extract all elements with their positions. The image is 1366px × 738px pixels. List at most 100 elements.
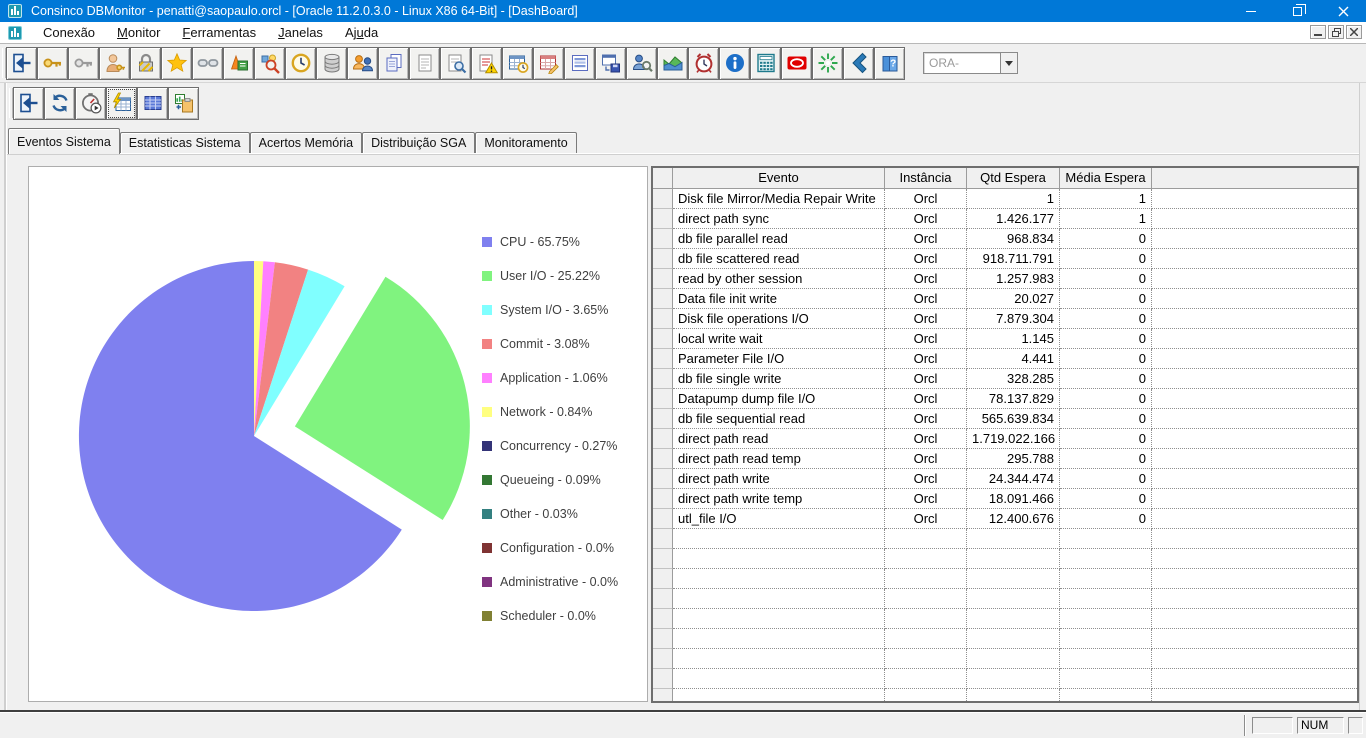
cell-media-espera[interactable]: 0 — [1060, 309, 1152, 329]
toolbar-button-user-credentials[interactable] — [99, 46, 130, 80]
toolbar-button-document-search[interactable] — [440, 46, 471, 80]
cell-media-espera[interactable]: 0 — [1060, 409, 1152, 429]
table-row[interactable]: Disk file operations I/O Orcl 7.879.304 0 — [653, 309, 1357, 329]
cell-qtd-espera[interactable]: 1.257.983 — [967, 269, 1060, 289]
cell-media-espera[interactable]: 0 — [1060, 429, 1152, 449]
row-selector[interactable] — [653, 549, 673, 569]
cell-qtd-espera[interactable]: 295.788 — [967, 449, 1060, 469]
toolbar-button-events-grid[interactable] — [106, 86, 137, 120]
row-selector[interactable] — [653, 649, 673, 669]
row-selector[interactable] — [653, 589, 673, 609]
table-row[interactable]: Data file init write Orcl 20.027 0 — [653, 289, 1357, 309]
cell-instancia[interactable]: Orcl — [885, 509, 967, 529]
table-row[interactable]: direct path read temp Orcl 295.788 0 — [653, 449, 1357, 469]
cell-evento[interactable]: db file parallel read — [673, 229, 885, 249]
cell-qtd-espera[interactable]: 4.441 — [967, 349, 1060, 369]
table-row[interactable]: direct path sync Orcl 1.426.177 1 — [653, 209, 1357, 229]
mdi-child-icon[interactable] — [8, 25, 22, 40]
cell-qtd-espera[interactable]: 78.137.829 — [967, 389, 1060, 409]
toolbar-button-export[interactable] — [223, 46, 254, 80]
toolbar-button-sessions[interactable] — [347, 46, 378, 80]
mdi-minimize-button[interactable] — [1310, 25, 1326, 39]
close-button[interactable] — [1320, 0, 1366, 22]
cell-evento[interactable]: read by other session — [673, 269, 885, 289]
row-selector[interactable] — [653, 189, 673, 209]
menu-item-ajuda[interactable]: Ajuda — [344, 25, 379, 40]
toolbar-button-kill-session[interactable] — [192, 46, 223, 80]
toolbar-button-connect[interactable] — [37, 46, 68, 80]
cell-media-espera[interactable]: 0 — [1060, 289, 1152, 309]
cell-qtd-espera[interactable]: 918.711.791 — [967, 249, 1060, 269]
ora-combo-value[interactable]: ORA- — [923, 52, 1001, 74]
toolbar-button-sessions-time[interactable] — [285, 46, 316, 80]
cell-instancia[interactable]: Orcl — [885, 309, 967, 329]
row-selector[interactable] — [653, 689, 673, 701]
cell-media-espera[interactable]: 0 — [1060, 389, 1152, 409]
row-selector[interactable] — [653, 309, 673, 329]
toolbar-button-alerts[interactable] — [688, 46, 719, 80]
cell-qtd-espera[interactable]: 1.719.022.166 — [967, 429, 1060, 449]
column-header-m-dia-espera[interactable]: Média Espera — [1060, 168, 1152, 189]
cell-instancia[interactable]: Orcl — [885, 389, 967, 409]
cell-evento[interactable]: utl_file I/O — [673, 509, 885, 529]
toolbar-button-object-search[interactable] — [254, 46, 285, 80]
cell-instancia[interactable]: Orcl — [885, 189, 967, 209]
row-selector[interactable] — [653, 249, 673, 269]
row-selector[interactable] — [653, 389, 673, 409]
table-row[interactable]: direct path read Orcl 1.719.022.166 0 — [653, 429, 1357, 449]
toolbar-button-information[interactable] — [719, 46, 750, 80]
table-row[interactable]: Parameter File I/O Orcl 4.441 0 — [653, 349, 1357, 369]
cell-evento[interactable]: Datapump dump file I/O — [673, 389, 885, 409]
tab-estatisticas-sistema[interactable]: Estatisticas Sistema — [119, 132, 250, 154]
cell-instancia[interactable]: Orcl — [885, 289, 967, 309]
cell-media-espera[interactable]: 0 — [1060, 449, 1152, 469]
menu-item-monitor[interactable]: Monitor — [117, 25, 161, 40]
toolbar-button-user-search[interactable] — [626, 46, 657, 80]
table-row[interactable]: Datapump dump file I/O Orcl 78.137.829 0 — [653, 389, 1357, 409]
cell-evento[interactable]: direct path read — [673, 429, 885, 449]
row-selector[interactable] — [653, 269, 673, 289]
cell-media-espera[interactable]: 1 — [1060, 189, 1152, 209]
cell-qtd-espera[interactable]: 20.027 — [967, 289, 1060, 309]
cell-qtd-espera[interactable]: 24.344.474 — [967, 469, 1060, 489]
row-selector[interactable] — [653, 509, 673, 529]
toolbar-button-close-dashboard[interactable] — [13, 86, 44, 120]
cell-instancia[interactable]: Orcl — [885, 409, 967, 429]
toolbar-button-form[interactable] — [564, 46, 595, 80]
toolbar-button-statistics-grid[interactable] — [137, 86, 168, 120]
cell-media-espera[interactable]: 0 — [1060, 229, 1152, 249]
row-selector[interactable] — [653, 489, 673, 509]
toolbar-button-favorites[interactable] — [161, 46, 192, 80]
cell-instancia[interactable]: Orcl — [885, 229, 967, 249]
cell-media-espera[interactable]: 0 — [1060, 369, 1152, 389]
row-selector[interactable] — [653, 569, 673, 589]
table-row[interactable]: direct path write Orcl 24.344.474 0 — [653, 469, 1357, 489]
menu-item-janelas[interactable]: Janelas — [278, 25, 323, 40]
row-selector[interactable] — [653, 609, 673, 629]
row-selector[interactable] — [653, 209, 673, 229]
toolbar-button-auto-refresh-timer[interactable] — [75, 86, 106, 120]
cell-instancia[interactable]: Orcl — [885, 369, 967, 389]
cell-instancia[interactable]: Orcl — [885, 329, 967, 349]
cell-media-espera[interactable]: 0 — [1060, 469, 1152, 489]
toolbar-button-alert-log[interactable] — [471, 46, 502, 80]
row-selector[interactable] — [653, 429, 673, 449]
cell-media-espera[interactable]: 0 — [1060, 329, 1152, 349]
table-row[interactable]: db file sequential read Orcl 565.639.834 0 — [653, 409, 1357, 429]
mdi-close-button[interactable] — [1346, 25, 1362, 39]
toolbar-button-refresh[interactable] — [44, 86, 75, 120]
cell-evento[interactable]: db file scattered read — [673, 249, 885, 269]
cell-media-espera[interactable]: 1 — [1060, 209, 1152, 229]
toolbar-button-back[interactable] — [843, 46, 874, 80]
cell-media-espera[interactable]: 0 — [1060, 269, 1152, 289]
minimize-button[interactable] — [1228, 0, 1274, 22]
table-row[interactable]: Disk file Mirror/Media Repair Write Orcl 1… — [653, 189, 1357, 209]
ora-combo-dropdown-button[interactable] — [1001, 52, 1018, 74]
ora-error-combo[interactable]: ORA- — [923, 52, 1018, 74]
cell-evento[interactable]: Disk file Mirror/Media Repair Write — [673, 189, 885, 209]
tab-monitoramento[interactable]: Monitoramento — [475, 132, 577, 154]
row-selector[interactable] — [653, 469, 673, 489]
cell-instancia[interactable]: Orcl — [885, 429, 967, 449]
cell-evento[interactable]: direct path write — [673, 469, 885, 489]
toolbar-button-document[interactable] — [409, 46, 440, 80]
